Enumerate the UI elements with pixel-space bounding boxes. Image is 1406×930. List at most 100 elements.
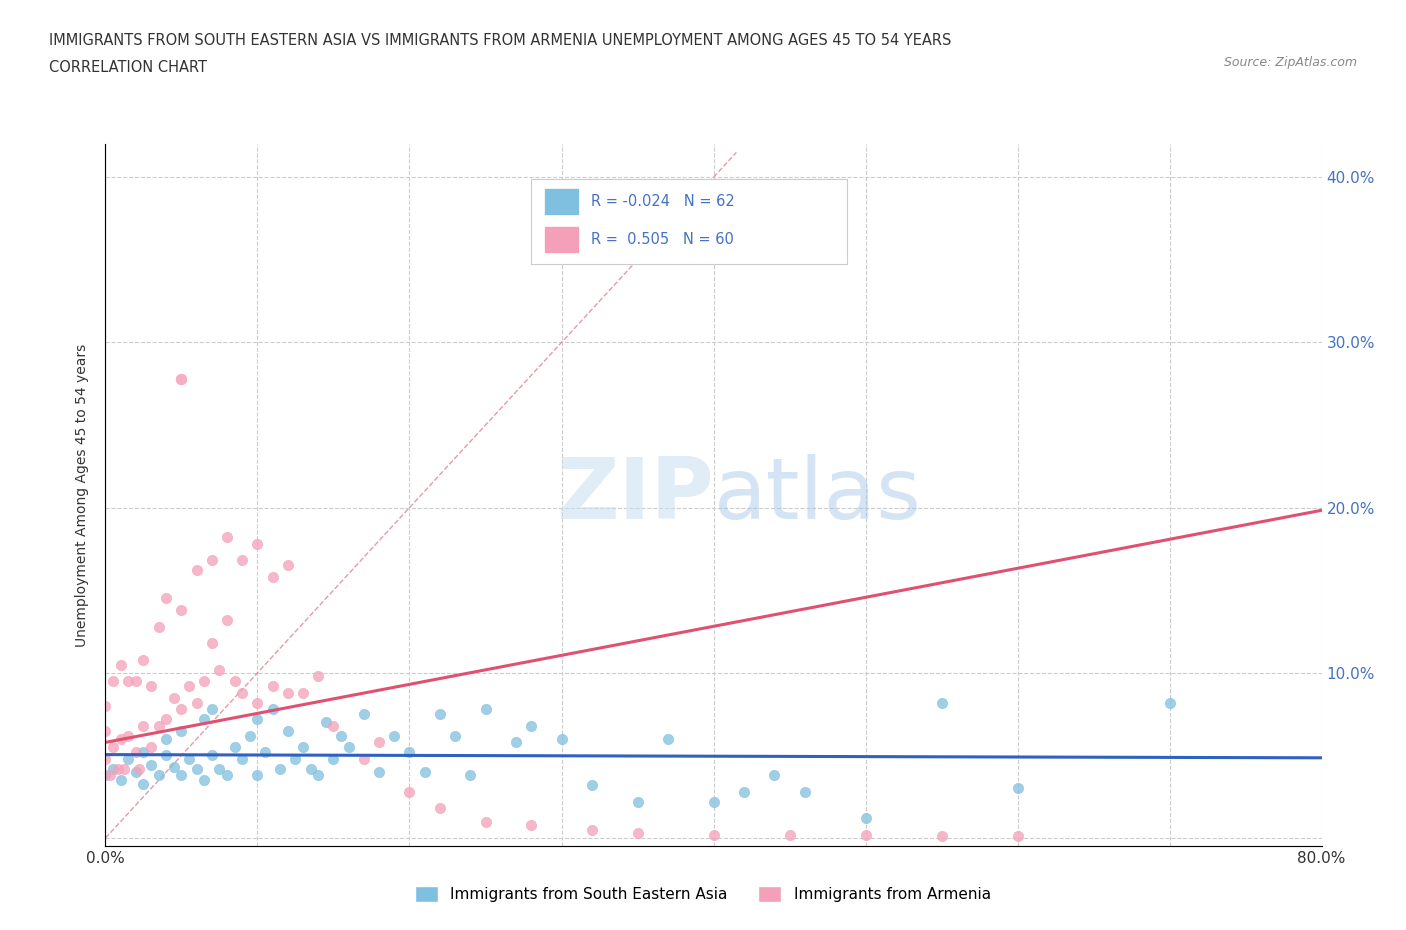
Legend: Immigrants from South Eastern Asia, Immigrants from Armenia: Immigrants from South Eastern Asia, Immi… [409,880,997,909]
Point [148,768,170,783]
Point [170,768,193,783]
Point [246,695,269,710]
Point [368,764,391,779]
Point [239,728,262,743]
Point [155,732,177,747]
Point [94,698,117,713]
Point [246,711,269,726]
Point [201,635,224,650]
Point [132,718,155,733]
Point [315,715,337,730]
Point [155,591,177,606]
Point [413,764,436,779]
Point [125,764,148,779]
Point [292,685,315,700]
Point [186,762,208,777]
Point [231,751,253,766]
FancyBboxPatch shape [544,226,578,253]
Point [94,724,117,738]
Point [1007,829,1029,844]
Point [201,748,224,763]
Point [262,679,284,694]
Point [307,768,329,783]
Point [277,685,299,700]
Point [626,794,648,809]
Point [170,371,193,386]
Point [322,718,344,733]
Point [110,773,132,788]
Point [398,745,420,760]
Point [132,652,155,667]
Point [132,776,155,790]
Point [94,751,117,766]
Point [139,758,162,773]
Point [186,695,208,710]
Point [398,784,420,799]
Point [125,673,148,688]
Point [224,739,246,754]
Point [855,828,877,843]
Point [231,685,253,700]
Point [429,707,451,722]
Point [177,679,200,694]
Point [382,728,405,743]
Point [170,603,193,618]
Point [368,735,391,750]
Point [262,569,284,584]
Point [277,724,299,738]
Point [101,762,124,777]
Point [177,751,200,766]
Point [224,673,246,688]
Point [117,751,139,766]
Text: ZIP: ZIP [555,454,713,537]
Point [474,814,496,829]
Point [520,817,543,832]
Point [444,728,467,743]
Point [458,768,481,783]
Text: CORRELATION CHART: CORRELATION CHART [49,60,207,75]
Point [132,745,155,760]
Point [702,794,725,809]
Text: R =  0.505   N = 60: R = 0.505 N = 60 [591,232,734,247]
Point [101,739,124,754]
Point [148,718,170,733]
Point [163,690,186,705]
Point [505,735,527,750]
Point [217,613,239,628]
Point [208,662,231,677]
Point [163,760,186,775]
Point [931,695,953,710]
Point [1159,695,1181,710]
Point [148,619,170,634]
Point [217,768,239,783]
Point [139,679,162,694]
Point [254,745,277,760]
Point [307,669,329,684]
Y-axis label: Unemployment Among Ages 45 to 54 years: Unemployment Among Ages 45 to 54 years [76,343,90,647]
Point [429,801,451,816]
Point [1007,781,1029,796]
Point [246,537,269,551]
Point [262,702,284,717]
Point [193,711,215,726]
Point [107,762,129,777]
Text: R = -0.024   N = 62: R = -0.024 N = 62 [591,193,735,208]
Point [112,762,135,777]
Point [330,728,353,743]
Point [193,773,215,788]
Point [139,739,162,754]
Point [520,718,543,733]
Point [217,530,239,545]
Point [779,828,801,843]
Point [117,673,139,688]
Point [231,553,253,568]
Point [581,777,603,792]
Point [931,829,953,844]
Point [98,768,121,783]
Point [657,732,679,747]
Point [170,702,193,717]
Point [581,822,603,837]
Text: atlas: atlas [713,454,921,537]
Point [702,828,725,843]
Point [763,768,786,783]
